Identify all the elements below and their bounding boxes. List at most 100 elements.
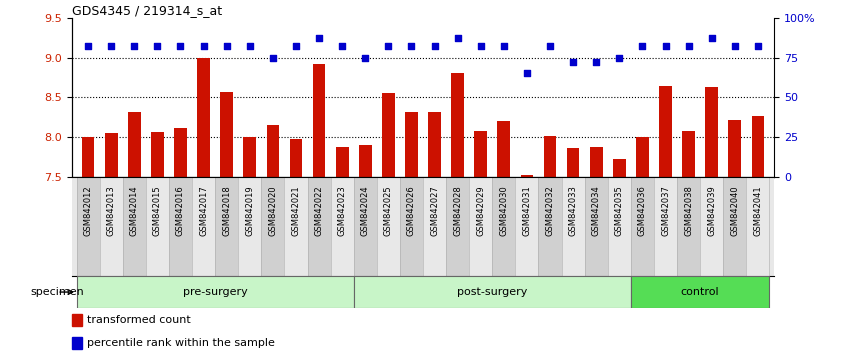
Text: GSM842018: GSM842018 [222,185,231,236]
Bar [475,131,487,177]
Point [266,55,280,60]
Text: GSM842032: GSM842032 [546,185,554,236]
Bar [123,177,146,276]
Bar [331,177,354,276]
Text: GSM842031: GSM842031 [523,185,531,236]
Bar [451,73,464,177]
Bar [659,86,672,177]
Text: GSM842028: GSM842028 [453,185,462,236]
Bar [682,131,695,177]
Bar [492,177,515,276]
Bar [497,121,510,177]
Point [543,44,557,49]
Bar [607,177,631,276]
Text: GSM842041: GSM842041 [754,185,762,235]
Text: GSM842037: GSM842037 [661,185,670,236]
Point [751,44,765,49]
Text: GSM842025: GSM842025 [384,185,393,235]
Point [81,44,95,49]
Text: GSM842021: GSM842021 [292,185,300,235]
Bar [728,120,741,177]
FancyBboxPatch shape [354,276,631,308]
Bar [261,177,284,276]
Text: percentile rank within the sample: percentile rank within the sample [87,338,275,348]
Point [474,44,487,49]
Point [728,44,742,49]
Point [613,55,626,60]
Bar [307,177,331,276]
Point [682,44,695,49]
Bar [128,112,140,177]
Bar [100,177,123,276]
Bar [82,137,95,177]
Bar [520,176,533,177]
Text: control: control [681,287,719,297]
Bar [423,177,446,276]
Bar [72,314,82,326]
Text: transformed count: transformed count [87,315,191,325]
Text: GSM842012: GSM842012 [84,185,92,235]
Text: GSM842019: GSM842019 [245,185,255,235]
Text: GSM842013: GSM842013 [107,185,116,236]
Bar [654,177,677,276]
Bar [192,177,215,276]
Text: GSM842026: GSM842026 [407,185,416,236]
Bar [174,128,187,177]
Point [359,55,372,60]
Bar [72,337,82,349]
Bar [613,159,626,177]
Text: GSM842035: GSM842035 [615,185,624,236]
Text: GSM842022: GSM842022 [315,185,323,235]
Point [128,44,141,49]
Text: specimen: specimen [30,287,84,297]
Text: GSM842024: GSM842024 [360,185,370,235]
Point [197,44,211,49]
Point [705,35,718,41]
Bar [244,137,256,177]
Bar [105,133,118,177]
Bar [677,177,700,276]
FancyBboxPatch shape [76,276,354,308]
Bar [400,177,423,276]
Bar [169,177,192,276]
Bar [585,177,607,276]
Point [497,44,511,49]
Bar [313,64,326,177]
Text: GSM842038: GSM842038 [684,185,693,236]
Bar [636,137,649,177]
Point [243,44,256,49]
Bar [151,132,164,177]
Point [635,44,649,49]
Point [590,59,603,65]
Bar [631,177,654,276]
Bar [446,177,470,276]
Bar [336,147,349,177]
Text: GSM842039: GSM842039 [707,185,717,236]
Bar [146,177,169,276]
Bar [220,92,233,177]
Point [520,70,534,76]
Bar [76,177,100,276]
Text: GSM842027: GSM842027 [430,185,439,236]
Bar [197,57,210,177]
Bar [359,145,371,177]
Point [451,35,464,41]
Text: GSM842015: GSM842015 [153,185,162,235]
Bar [706,87,718,177]
Bar [382,93,395,177]
Text: GSM842034: GSM842034 [591,185,601,236]
Text: GSM842036: GSM842036 [638,185,647,236]
Bar [289,139,302,177]
Point [566,59,580,65]
Text: GSM842023: GSM842023 [338,185,347,236]
Text: pre-surgery: pre-surgery [183,287,248,297]
Bar [376,177,400,276]
Point [151,44,164,49]
Text: GSM842029: GSM842029 [476,185,486,235]
Text: GSM842017: GSM842017 [199,185,208,236]
Text: GSM842014: GSM842014 [129,185,139,235]
Bar [751,116,764,177]
Point [428,44,442,49]
Point [404,44,418,49]
Point [289,44,303,49]
